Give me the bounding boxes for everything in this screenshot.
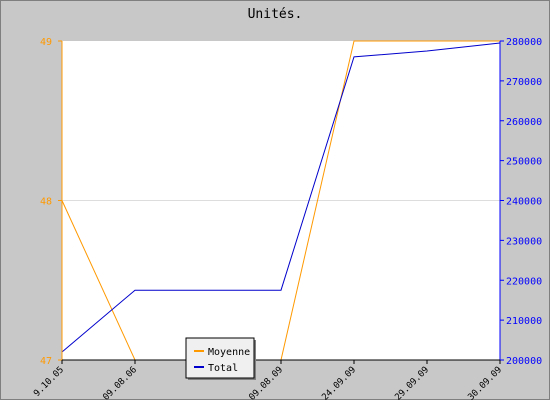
right-axis-tick-label: 240000 — [506, 197, 542, 208]
right-axis-tick-label: 210000 — [506, 316, 542, 327]
left-axis-tick-label: 48 — [40, 197, 52, 208]
legend-label-moyenne: Moyenne — [208, 347, 250, 358]
right-axis-tick-label: 200000 — [506, 356, 542, 367]
x-axis-tick-label: 24.09.09 — [320, 365, 358, 400]
x-axis-tick-label: 29.09.09 — [393, 365, 431, 400]
series-line-total — [61, 42, 501, 353]
x-axis-tick-label: 9.10.05 — [32, 365, 66, 399]
right-axis-tick-label: 220000 — [506, 276, 542, 287]
right-axis-tick-label: 280000 — [506, 37, 542, 48]
left-axis-tick-label: 49 — [40, 37, 52, 48]
right-axis-tick-label: 230000 — [506, 236, 542, 247]
legend-box — [185, 337, 255, 379]
x-axis-tick-label: 30.09.09 — [466, 365, 504, 400]
right-axis-tick-label: 270000 — [506, 77, 542, 88]
plot-area: 47 48 49 200000 210000 220000 230000 240000 2500… — [32, 37, 542, 400]
right-axis-tick-label: 250000 — [506, 157, 542, 168]
left-axis-tick-label: 47 — [40, 356, 52, 367]
legend-label-total: Total — [208, 363, 238, 374]
chart-title: Unités. — [248, 7, 303, 22]
right-axis-tick-label: 260000 — [506, 117, 542, 128]
x-axis-tick-label: 09.08.06 — [101, 365, 139, 400]
